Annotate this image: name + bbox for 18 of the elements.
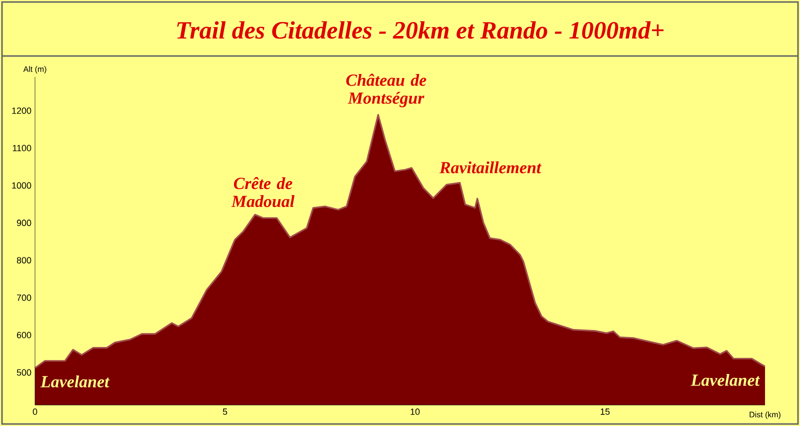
y-tick-label: 900 [16,220,32,226]
x-tick-label: 5 [222,408,228,415]
annotation: Ravitaillement [439,161,542,174]
y-tick-label: 500 [16,369,32,376]
y-tick-label: 1100 [12,144,32,152]
x-tick-label: 0 [32,408,38,415]
y-tick-label: 600 [16,332,32,338]
y-tick-label: 1200 [12,107,32,114]
chart-title: Trail des Citadelles - 20km et Rando - 1000md+ [177,21,664,39]
x-tick-label: 10 [410,408,420,415]
annotation: Crête de Madoual [231,177,295,208]
y-tick-label: 800 [16,257,32,264]
y-tick-label: 1000 [12,182,32,189]
x-tick-label: 15 [600,408,610,415]
annotation: Lavelanet [690,374,760,386]
y-tick-label: 700 [16,294,32,301]
annotation: Château de Montségur [346,74,426,108]
annotation: Lavelanet [40,375,110,388]
